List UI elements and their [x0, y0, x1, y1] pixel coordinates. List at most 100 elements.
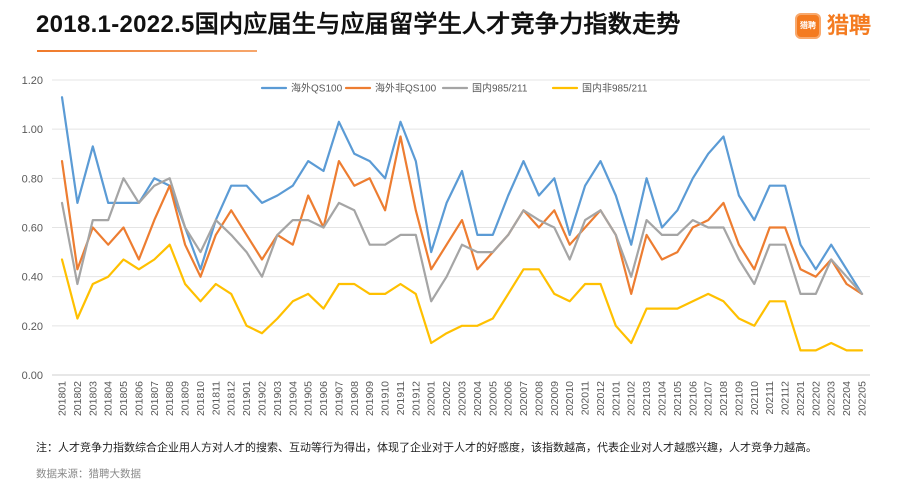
data-point [352, 184, 356, 188]
series-line-overseas-qs100 [60, 96, 864, 295]
data-point [460, 324, 464, 328]
x-tick-label: 201906 [318, 381, 330, 416]
data-point [199, 299, 203, 303]
x-tick-label: 202109 [733, 381, 745, 416]
data-point [429, 341, 433, 345]
data-point [660, 258, 664, 262]
data-point [399, 233, 403, 237]
data-point [522, 208, 526, 212]
data-point [799, 348, 803, 352]
legend-label-domestic-non-985-211: 国内非985/211 [582, 82, 648, 95]
data-point [537, 194, 541, 198]
data-point [75, 317, 79, 321]
data-point [522, 267, 526, 271]
x-tick-label: 201801 [57, 381, 69, 416]
data-point [291, 218, 295, 222]
data-point [845, 275, 849, 279]
data-point [691, 299, 695, 303]
data-point [122, 258, 126, 262]
data-point [799, 243, 803, 247]
data-point [491, 233, 495, 237]
data-point [445, 201, 449, 205]
y-tick-label: 1.00 [22, 124, 43, 136]
data-point [106, 243, 110, 247]
data-point [275, 233, 279, 237]
data-point [629, 275, 633, 279]
data-point [322, 307, 326, 311]
data-point [260, 258, 264, 262]
data-point [783, 299, 787, 303]
data-point [199, 250, 203, 254]
x-tick-label: 201908 [349, 381, 361, 416]
data-point [183, 282, 187, 286]
data-point [752, 324, 756, 328]
data-point [337, 282, 341, 286]
data-point [768, 299, 772, 303]
legend-label-overseas-qs100: 海外QS100 [291, 82, 343, 95]
x-tick-label: 202203 [826, 381, 838, 416]
data-point [506, 233, 510, 237]
data-point [537, 218, 541, 222]
data-point [414, 292, 418, 296]
data-point [568, 258, 572, 262]
y-tick-label: 0.40 [22, 272, 43, 284]
data-point [399, 135, 403, 139]
data-point [475, 267, 479, 271]
data-point [60, 201, 64, 205]
x-tick-label: 202104 [657, 381, 669, 416]
x-tick-label: 202108 [718, 381, 730, 416]
x-tick-label: 202003 [457, 381, 469, 416]
x-tick-label: 201810 [195, 381, 207, 416]
page-title: 2018.1-2022.5国内应届生与应届留学生人才竞争力指数走势 [36, 11, 681, 38]
data-point [337, 120, 341, 124]
data-point [537, 267, 541, 271]
data-point [737, 194, 741, 198]
data-point [60, 258, 64, 262]
data-point [706, 292, 710, 296]
logo: 猎聘 猎聘 [795, 12, 871, 40]
data-point [106, 218, 110, 222]
data-point [829, 243, 833, 247]
x-tick-label: 202101 [610, 381, 622, 416]
data-point [306, 218, 310, 222]
x-tick-label: 202111 [764, 381, 776, 415]
data-point [629, 341, 633, 345]
data-point [368, 176, 372, 180]
data-point [799, 292, 803, 296]
series-line-domestic-non-985-211 [60, 243, 864, 352]
data-point [660, 226, 664, 230]
y-tick-label: 0.00 [22, 370, 43, 382]
data-point [383, 292, 387, 296]
data-point [75, 267, 79, 271]
x-tick-label: 201909 [364, 381, 376, 416]
data-point [783, 243, 787, 247]
data-point [860, 292, 864, 296]
x-tick-label: 202201 [795, 381, 807, 416]
logo-icon: 猎聘 [795, 13, 821, 39]
data-point [322, 169, 326, 173]
x-tick-label: 201808 [164, 381, 176, 416]
data-point [137, 258, 141, 262]
data-point [260, 201, 264, 205]
data-point [91, 218, 95, 222]
axes: 0.00 0.20 0.40 0.60 0.80 1.00 1.20 201801 201802… [22, 75, 869, 416]
data-point [614, 233, 618, 237]
data-point [752, 267, 756, 271]
data-point [491, 250, 495, 254]
data-point [414, 233, 418, 237]
footnote: 注：人才竞争力指数综合企业用人方对人才的搜索、互动等行为得出，体现了企业对于人才… [36, 442, 817, 454]
legend-label-overseas-non-qs100: 海外非QS100 [375, 82, 437, 95]
x-tick-label: 202009 [549, 381, 561, 416]
x-tick-label: 201805 [118, 381, 130, 416]
y-tick-label: 0.60 [22, 223, 43, 235]
x-tick-label: 201910 [380, 381, 392, 416]
data-point [783, 226, 787, 230]
data-point [152, 218, 156, 222]
data-point [814, 275, 818, 279]
data-point [75, 201, 79, 205]
x-tick-label: 202004 [472, 381, 484, 416]
data-point [706, 152, 710, 156]
data-point [168, 243, 172, 247]
data-point [737, 317, 741, 321]
data-point [675, 250, 679, 254]
